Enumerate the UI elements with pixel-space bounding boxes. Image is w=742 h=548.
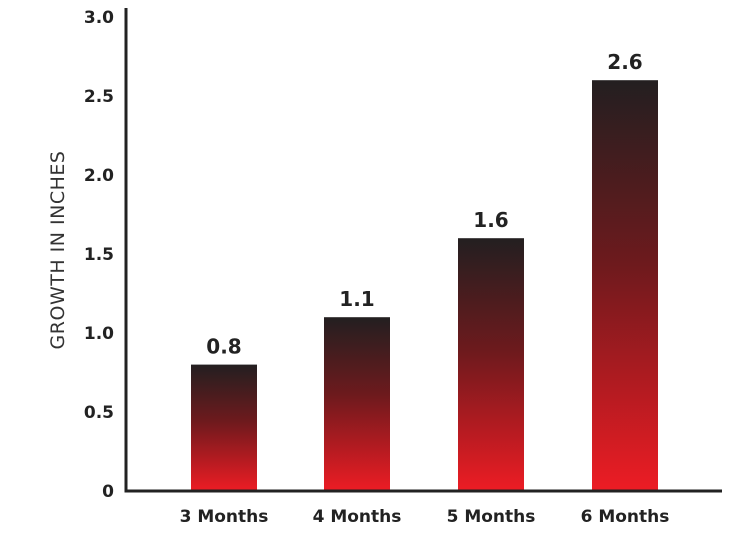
- y-tick-label: 0: [102, 482, 114, 502]
- y-tick-label: 1.0: [84, 324, 114, 344]
- y-tick-label: 2.5: [84, 87, 114, 107]
- y-tick-label: 3.0: [84, 8, 114, 28]
- y-axis-label: GROWTH IN INCHES: [47, 151, 69, 350]
- x-tick-label: 4 Months: [313, 507, 402, 527]
- bar: [191, 364, 257, 491]
- y-tick-label: 0.5: [84, 403, 114, 423]
- bar: [592, 80, 658, 491]
- bar-value-label: 1.1: [339, 287, 374, 311]
- bar: [458, 238, 524, 491]
- y-tick-label: 1.5: [84, 245, 114, 265]
- x-tick-label: 5 Months: [447, 507, 536, 527]
- bar-value-label: 2.6: [607, 50, 642, 74]
- x-tick-label: 6 Months: [581, 507, 670, 527]
- x-axis-tick-labels: 3 Months 4 Months 5 Months 6 Months: [180, 507, 670, 527]
- y-axis-ticks: 0 0.5 1.0 1.5 2.0 2.5 3.0: [84, 8, 114, 502]
- bar-value-label: 1.6: [473, 208, 508, 232]
- y-tick-label: 2.0: [84, 166, 114, 186]
- bar: [324, 317, 390, 491]
- bar-value-label: 0.8: [206, 335, 241, 359]
- value-labels: 0.8 1.1 1.6 2.6: [206, 50, 642, 358]
- bars: [191, 80, 658, 491]
- x-tick-label: 3 Months: [180, 507, 269, 527]
